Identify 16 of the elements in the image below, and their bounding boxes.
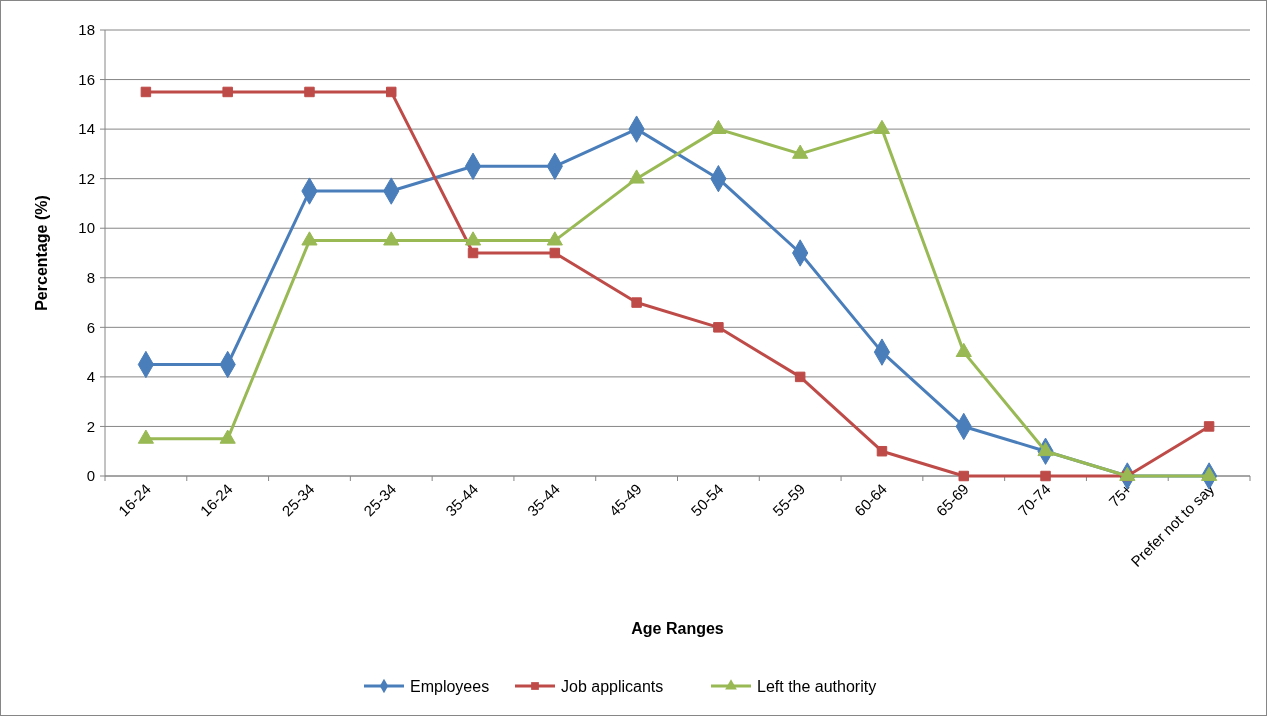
- y-tick-label: 14: [78, 120, 95, 138]
- x-axis-title: Age Ranges: [631, 620, 724, 637]
- legend-label: Job applicants: [561, 677, 664, 695]
- y-tick-label: 16: [78, 70, 95, 88]
- y-tick-label: 4: [86, 368, 95, 386]
- y-tick-label: 6: [86, 318, 95, 336]
- x-tick-label: 75+: [1105, 479, 1136, 511]
- y-axis-title: Percentage (%): [33, 195, 50, 311]
- y-tick-label: 12: [78, 169, 95, 187]
- y-tick-label: 2: [86, 417, 95, 435]
- y-tick-label: 10: [78, 219, 95, 237]
- legend-label: Left the authority: [757, 677, 877, 695]
- y-tick-label: 8: [86, 269, 95, 287]
- legend-label: Employees: [410, 677, 490, 695]
- y-tick-label: 0: [86, 467, 95, 485]
- y-tick-label: 18: [78, 21, 95, 39]
